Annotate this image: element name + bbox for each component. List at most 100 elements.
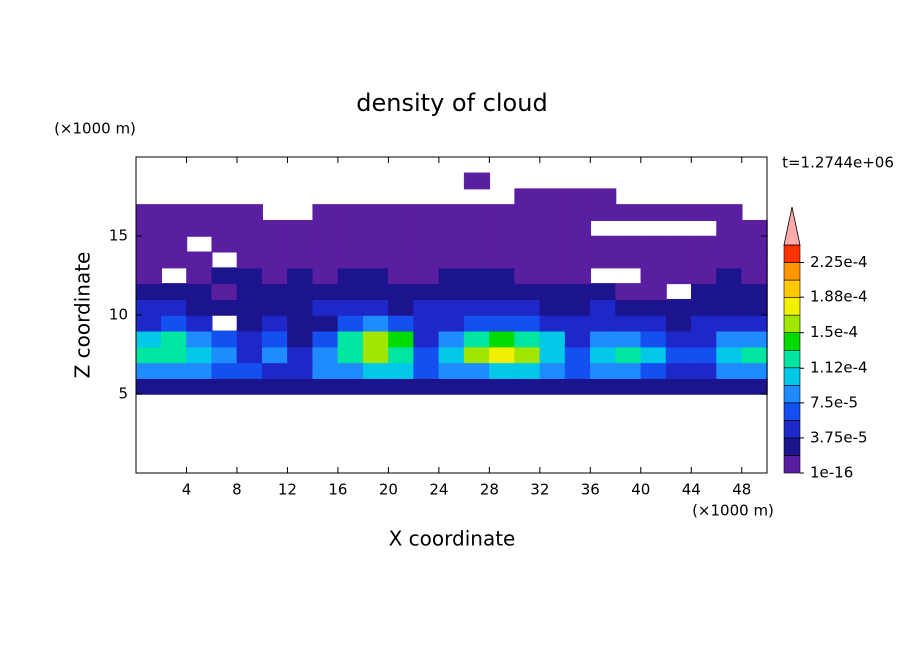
- contour-cell: [514, 283, 541, 300]
- contour-cell: [413, 219, 440, 237]
- contour-cell: [564, 362, 592, 379]
- contour-cell: [564, 251, 592, 269]
- contour-cell: [590, 330, 617, 348]
- contour-cell: [489, 235, 516, 253]
- contour-cell: [691, 235, 718, 253]
- contour-cell: [287, 235, 314, 253]
- contour-cell: [186, 314, 213, 332]
- contour-cell: [489, 219, 516, 237]
- contour-cell: [312, 314, 339, 332]
- y-tick-label: 10: [109, 306, 128, 324]
- contour-cell: [590, 362, 617, 379]
- y-unit-label: (×1000 m): [54, 120, 136, 138]
- contour-cell: [287, 346, 314, 364]
- contour-cell: [362, 204, 390, 221]
- colorbar-tick-label: 1e-16: [810, 464, 853, 482]
- contour-cell: [640, 283, 667, 300]
- colorbar-band: [783, 349, 801, 369]
- contour-cell: [716, 330, 743, 348]
- contour-cell: [312, 283, 339, 300]
- contour-cell: [489, 204, 516, 221]
- contour-cell: [438, 362, 465, 379]
- contour-cell: [388, 298, 415, 316]
- contour-cell: [186, 330, 213, 348]
- contour-cell: [413, 362, 440, 379]
- contour-cell: [741, 362, 768, 379]
- contour-cell: [539, 235, 566, 253]
- contour-cell: [135, 330, 162, 348]
- contour-cell: [438, 330, 465, 348]
- contour-cell: [337, 362, 364, 379]
- contour-cell: [388, 314, 415, 332]
- contour-cell: [665, 204, 693, 221]
- x-tick-label: 40: [631, 481, 650, 499]
- contour-cell: [590, 298, 617, 316]
- contour-cell: [362, 235, 390, 253]
- contour-cell: [615, 298, 642, 316]
- contour-cell: [261, 377, 289, 395]
- x-unit-label: (×1000 m): [692, 502, 774, 520]
- contour-cell: [514, 377, 541, 395]
- contour-cell: [160, 362, 188, 379]
- contour-cell: [463, 362, 491, 379]
- contour-cell: [236, 251, 263, 269]
- contour-cell: [665, 267, 693, 285]
- contour-cell: [261, 251, 289, 269]
- contour-cell: [640, 346, 667, 364]
- contour-cell: [665, 314, 693, 332]
- contour-cell: [337, 235, 364, 253]
- colorbar-band: [783, 420, 801, 439]
- contour-cell: [287, 219, 314, 237]
- contour-cell: [514, 267, 541, 285]
- contour-cell: [287, 362, 314, 379]
- contour-cell: [236, 377, 263, 395]
- contour-cell: [539, 377, 566, 395]
- contour-cell: [691, 267, 718, 285]
- contour-cell: [741, 283, 768, 300]
- contour-cell: [691, 283, 718, 300]
- contour-cell: [135, 298, 162, 316]
- contour-cell: [287, 283, 314, 300]
- contour-cell: [463, 283, 491, 300]
- contour-cell: [261, 283, 289, 300]
- contour-cell: [160, 298, 188, 316]
- contour-cell: [261, 219, 289, 237]
- x-tick-label: 24: [429, 481, 448, 499]
- contour-cell: [211, 377, 238, 395]
- contour-cell: [489, 267, 516, 285]
- contour-cell: [590, 283, 617, 300]
- contour-cell: [135, 314, 162, 332]
- contour-cell: [741, 314, 768, 332]
- contour-cell: [388, 204, 415, 221]
- contour-cell: [135, 219, 162, 237]
- contour-cell: [514, 204, 541, 221]
- contour-cell: [362, 283, 390, 300]
- contour-cell: [413, 330, 440, 348]
- contour-cell: [564, 330, 592, 348]
- contour-cell: [287, 267, 314, 285]
- contour-cell: [388, 219, 415, 237]
- contour-cell: [337, 219, 364, 237]
- contour-cell: [615, 283, 642, 300]
- contour-cell: [489, 283, 516, 300]
- contour-cell: [186, 219, 213, 237]
- contour-cell: [186, 346, 213, 364]
- colorbar-band: [783, 455, 801, 474]
- contour-cell: [691, 204, 718, 221]
- contour-cell: [615, 251, 642, 269]
- contour-cell: [615, 362, 642, 379]
- contour-cell: [590, 314, 617, 332]
- x-axis-label: X coordinate: [389, 527, 516, 551]
- contour-cell: [564, 267, 592, 285]
- contour-cell: [489, 346, 516, 364]
- colorbar-band: [783, 262, 801, 281]
- contour-cell: [312, 330, 339, 348]
- contour-cell: [211, 298, 238, 316]
- contour-cell: [186, 251, 213, 269]
- contour-cell: [236, 235, 263, 253]
- x-tick-label: 4: [182, 481, 192, 499]
- contour-cell: [665, 362, 693, 379]
- contour-cell: [691, 346, 718, 364]
- contour-cell: [539, 362, 566, 379]
- y-axis-label: Z coordinate: [71, 252, 95, 379]
